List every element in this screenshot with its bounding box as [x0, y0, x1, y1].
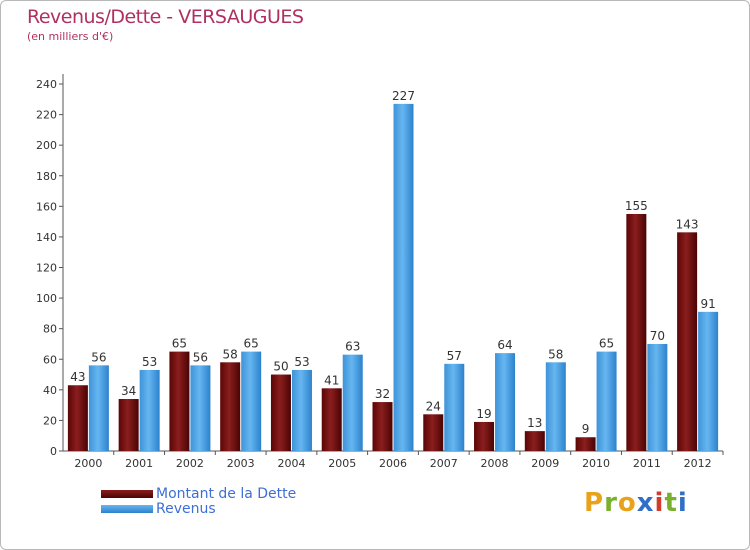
bar-debt [575, 437, 596, 451]
data-label-revenus: 65 [244, 337, 259, 351]
data-label-revenus: 53 [142, 355, 157, 369]
bar-revenus [698, 311, 719, 451]
data-label-debt: 43 [70, 370, 85, 384]
y-tick-label: 60 [43, 353, 57, 366]
legend-swatch-revenus [101, 505, 153, 513]
chart-title: Revenus/Dette - VERSAUGUES [27, 6, 304, 28]
data-label-revenus: 57 [447, 349, 462, 363]
data-label-revenus: 58 [548, 347, 563, 361]
bar-debt [169, 351, 190, 451]
x-tick-label: 2004 [277, 457, 305, 470]
proxiti-logo: Proxiti [584, 488, 688, 518]
data-label-debt: 13 [527, 416, 542, 430]
chart-subtitle: (en milliers d'€) [27, 30, 114, 43]
legend-label-debt: Montant de la Dette [156, 486, 297, 502]
x-tick-label: 2001 [125, 457, 153, 470]
y-tick-label: 0 [50, 445, 57, 458]
y-tick-label: 80 [43, 323, 57, 336]
y-tick-label: 120 [36, 262, 57, 275]
bar-revenus [291, 369, 312, 451]
x-tick-label: 2007 [430, 457, 458, 470]
bar-revenus [596, 351, 617, 451]
x-tick-label: 2010 [582, 457, 610, 470]
y-tick-label: 100 [36, 292, 57, 305]
logo-letter: i [677, 488, 688, 518]
bar-revenus [88, 365, 109, 451]
data-label-debt: 143 [676, 217, 699, 231]
logo-letter: o [617, 488, 637, 518]
bar-debt [67, 385, 88, 451]
bar-debt [220, 362, 241, 451]
data-label-debt: 19 [476, 407, 491, 421]
bar-debt [372, 402, 393, 451]
bar-revenus [393, 103, 414, 452]
bar-revenus [647, 343, 668, 451]
bar-debt [524, 431, 545, 451]
x-tick-label: 2009 [531, 457, 559, 470]
logo-letter: x [636, 488, 655, 518]
bar-revenus [545, 362, 566, 451]
x-tick-label: 2000 [74, 457, 102, 470]
logo-letter: t [664, 488, 678, 518]
data-label-revenus: 56 [193, 350, 208, 364]
bar-revenus [139, 369, 160, 451]
y-tick-label: 160 [36, 200, 57, 213]
bar-revenus [444, 363, 465, 451]
bar-debt [321, 388, 342, 451]
data-label-debt: 155 [625, 199, 648, 213]
y-tick-label: 240 [36, 78, 57, 91]
data-label-debt: 24 [426, 399, 441, 413]
data-label-debt: 41 [324, 373, 339, 387]
data-label-debt: 32 [375, 387, 390, 401]
y-tick-label: 220 [36, 109, 57, 122]
legend-label-revenus: Revenus [156, 501, 216, 517]
data-label-revenus: 227 [392, 89, 415, 103]
y-tick-label: 140 [36, 231, 57, 244]
y-tick-label: 180 [36, 170, 57, 183]
data-label-debt: 65 [172, 337, 187, 351]
data-label-revenus: 53 [294, 355, 309, 369]
x-tick-label: 2012 [684, 457, 712, 470]
data-label-revenus: 65 [599, 337, 614, 351]
data-label-debt: 9 [582, 422, 590, 436]
y-tick-label: 20 [43, 414, 57, 427]
x-tick-label: 2011 [633, 457, 661, 470]
bar-revenus [342, 354, 363, 451]
data-label-revenus: 56 [91, 350, 106, 364]
bar-debt [270, 374, 291, 451]
x-tick-label: 2008 [481, 457, 509, 470]
chart-data-labels: 43 34 65 58 50 41 32 24 19 13 9 155 143 56 53 56 65 53 63 2… [70, 89, 716, 436]
data-label-debt: 58 [223, 347, 238, 361]
chart-bars [67, 103, 719, 452]
x-tick-label: 2006 [379, 457, 407, 470]
logo-letter: P [584, 488, 605, 518]
data-label-debt: 34 [121, 384, 136, 398]
x-tick-label: 2002 [176, 457, 204, 470]
data-label-debt: 50 [273, 360, 288, 374]
data-label-revenus: 63 [345, 340, 360, 354]
x-tick-label: 2005 [328, 457, 356, 470]
bar-debt [626, 213, 647, 451]
bar-debt [677, 232, 698, 451]
x-tick-label: 2003 [227, 457, 255, 470]
y-tick-label: 40 [43, 384, 57, 397]
logo-letter: r [604, 488, 618, 518]
logo-letter: i [654, 488, 665, 518]
legend-swatch-debt [101, 490, 153, 498]
bar-debt [118, 399, 139, 451]
bar-revenus [190, 365, 211, 451]
bar-revenus [495, 353, 516, 451]
bar-debt [423, 414, 444, 451]
y-tick-label: 200 [36, 139, 57, 152]
bar-debt [474, 421, 495, 451]
data-label-revenus: 64 [497, 338, 512, 352]
data-label-revenus: 70 [650, 329, 665, 343]
bar-revenus [241, 351, 262, 451]
data-label-revenus: 91 [700, 297, 715, 311]
